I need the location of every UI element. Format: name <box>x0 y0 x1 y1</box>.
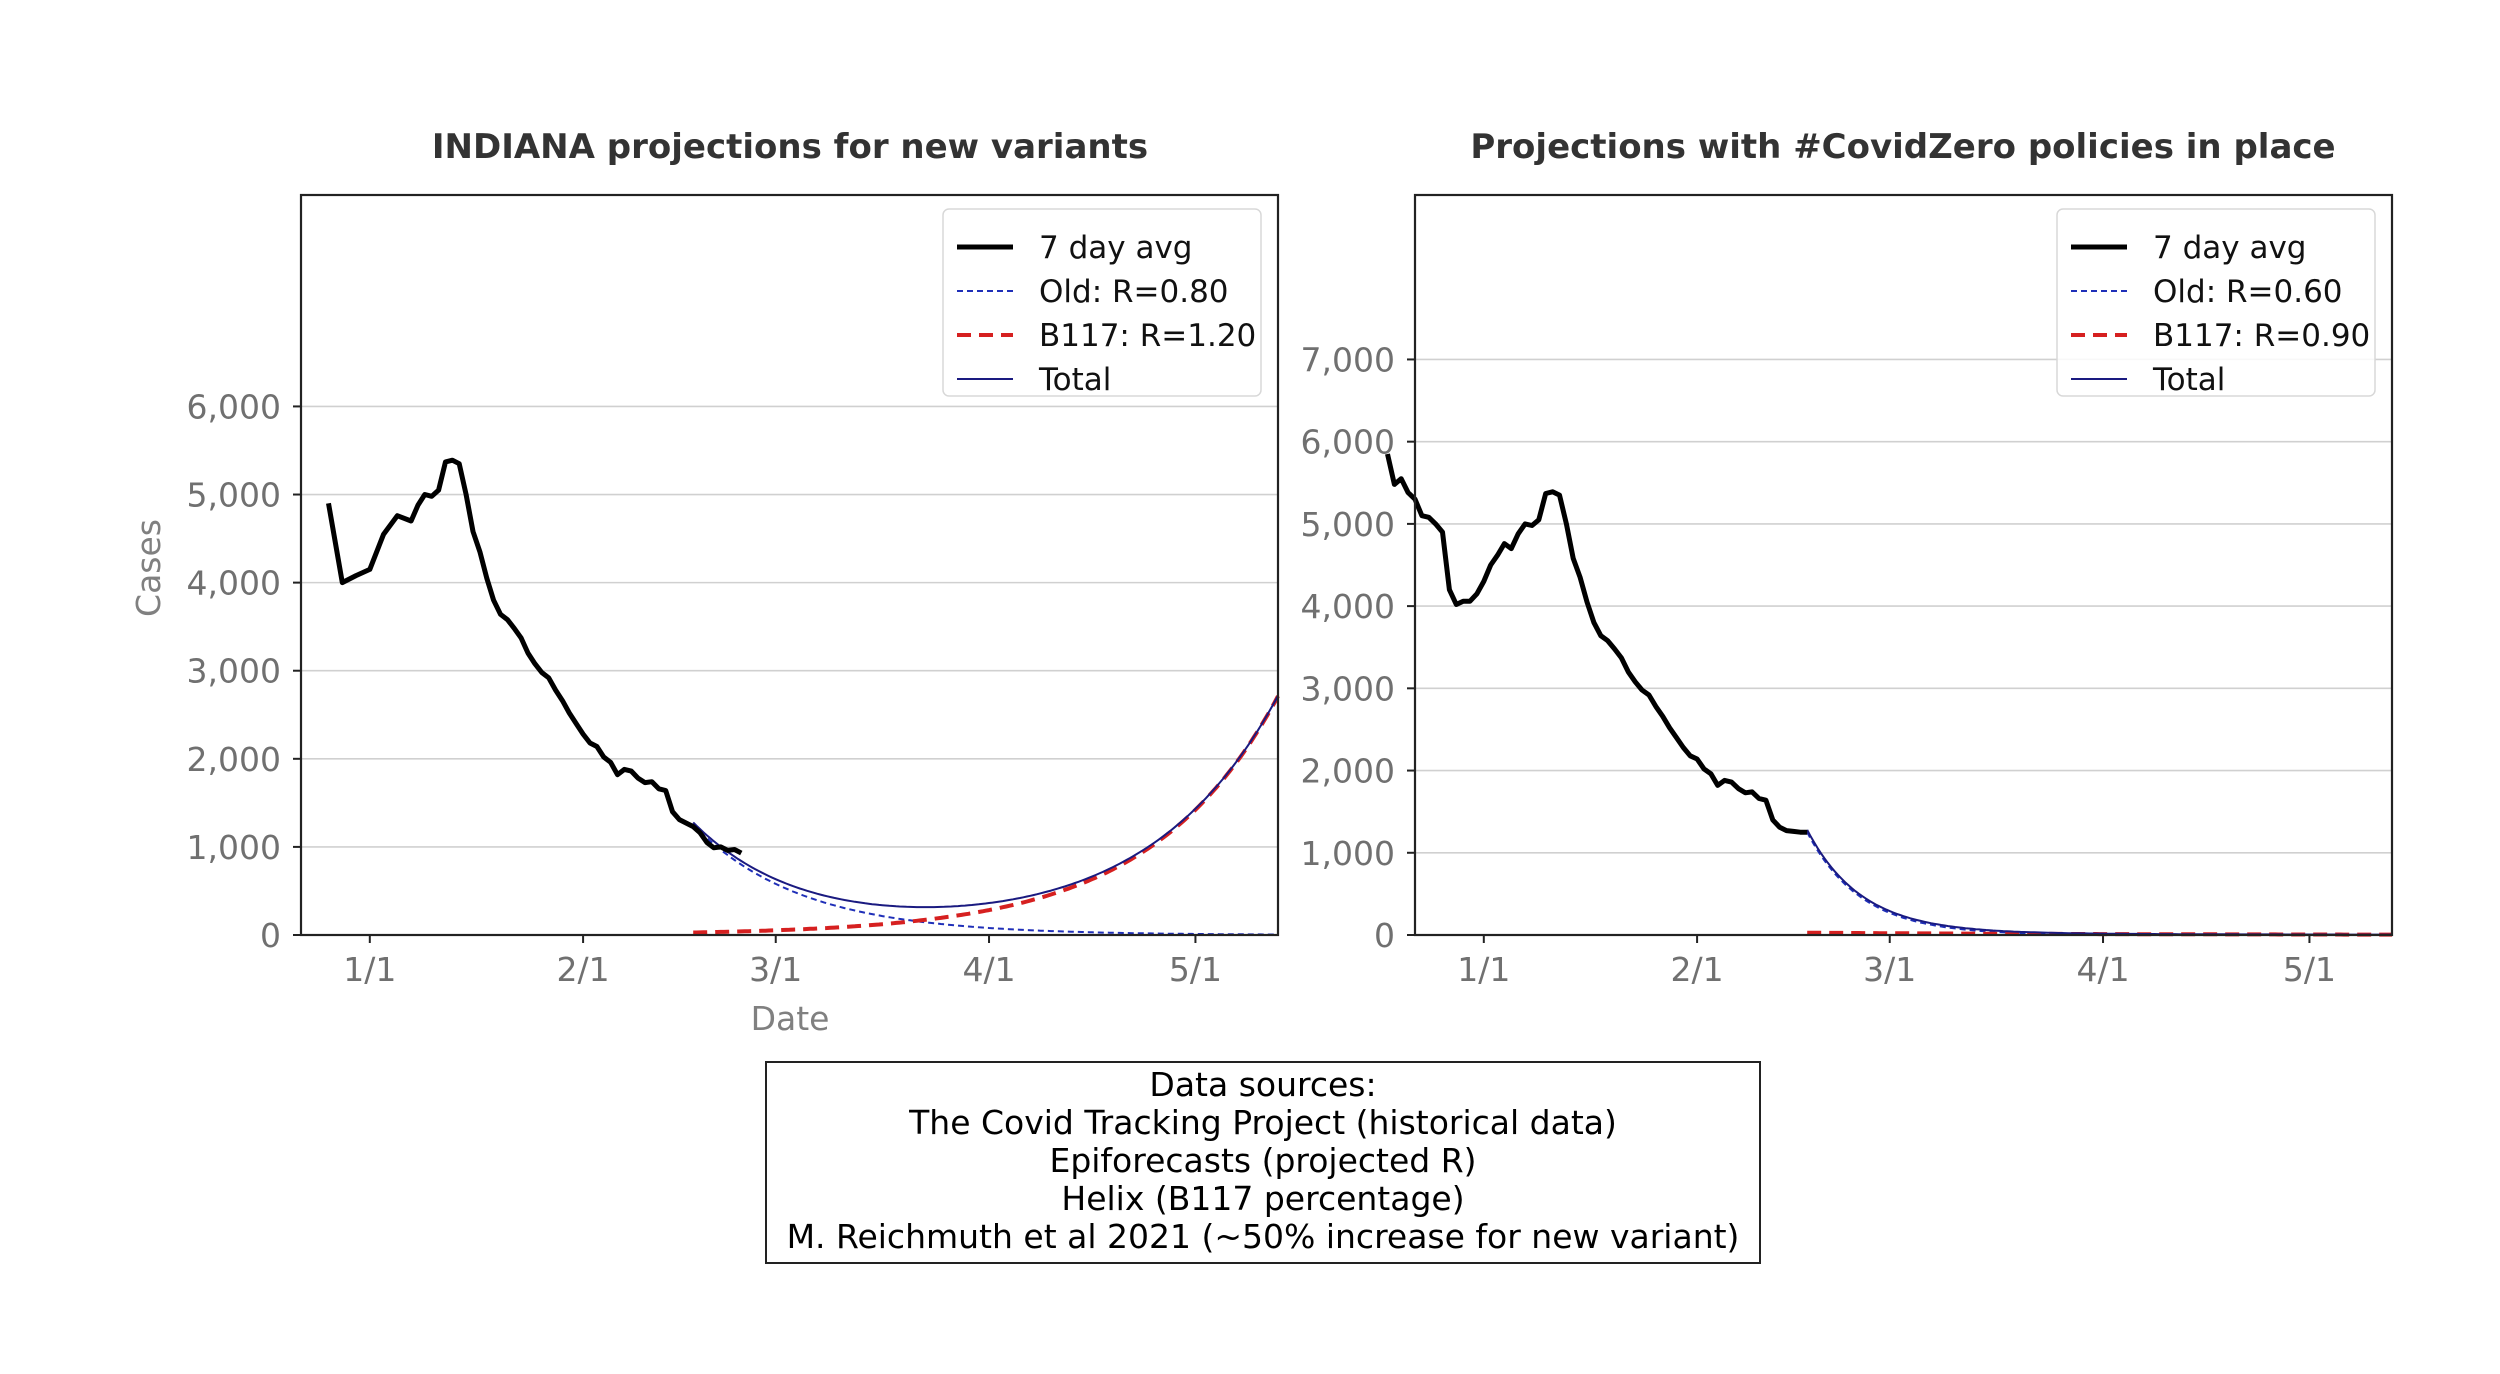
right-chart-legend-box <box>2056 208 2376 397</box>
right-chart-series-old-r-0-60 <box>1806 831 2392 936</box>
right-chart-series-7-day-avg <box>1385 453 1808 835</box>
right-chart-legend-label: B117: R=0.90 <box>2153 318 2370 354</box>
right-chart-legend-label: 7 day avg <box>2153 230 2306 266</box>
left-chart-y-tick-label: 2,000 <box>187 740 281 779</box>
left-chart-gridlines <box>301 405 1278 936</box>
data-sources-frame <box>765 1061 1761 1264</box>
left-chart-x-tick-label: 2/1 <box>557 950 610 989</box>
right-chart-y-tick-label: 5,000 <box>1301 505 1395 544</box>
data-sources-heading: Data sources: <box>1149 1065 1376 1104</box>
right-chart-x-tick-label: 2/1 <box>1671 950 1724 989</box>
left-chart-legend-label: Total <box>1038 362 1111 398</box>
left-chart-legend-label: 7 day avg <box>1039 230 1192 266</box>
right-chart-x-tick-label: 4/1 <box>2076 950 2129 989</box>
left-chart-frame <box>299 193 1280 937</box>
left-chart-legend: 7 day avg Old: R=0.80 B117: R=1.20 Total <box>942 208 1262 398</box>
right-chart-y-tick-label: 2,000 <box>1301 752 1395 791</box>
data-source-line: The Covid Tracking Project (historical d… <box>908 1103 1617 1142</box>
left-chart-series <box>326 457 1280 936</box>
right-chart-frame <box>1413 193 2394 937</box>
right-chart-y-tick-label: 1,000 <box>1301 834 1395 873</box>
right-chart-x-tick-label: 1/1 <box>1457 950 1510 989</box>
left-chart-series-total <box>692 695 1279 909</box>
data-source-line: Epiforecasts (projected R) <box>1049 1141 1476 1180</box>
data-source-line: M. Reichmuth et al 2021 (~50% increase f… <box>787 1217 1740 1256</box>
left-chart-x-axis-label: Date <box>751 999 830 1038</box>
left-chart-y-tick-label: 5,000 <box>187 476 281 515</box>
right-chart-y-axis: 0 1,000 2,000 3,000 4,000 5,000 6,000 7,000 <box>1301 340 1415 955</box>
right-chart-gridlines <box>1415 358 2392 936</box>
right-chart: Projections with #CovidZero policies in … <box>1301 127 2394 989</box>
left-chart-title: INDIANA projections for new variants <box>432 127 1148 167</box>
left-chart-y-axis-label: Cases <box>129 519 168 617</box>
right-chart-y-tick-label: 6,000 <box>1301 423 1395 462</box>
left-chart-legend-box <box>942 208 1262 397</box>
right-chart-legend: 7 day avg Old: R=0.60 B117: R=0.90 Total <box>2056 208 2376 398</box>
right-chart-series <box>1385 453 2392 937</box>
right-chart-x-tick-label: 3/1 <box>1863 950 1916 989</box>
left-chart: INDIANA projections for new variants 0 1,… <box>129 127 1280 1038</box>
left-chart-series-7-day-avg <box>326 457 743 856</box>
left-chart-x-axis: 1/1 2/1 3/1 4/1 5/1 <box>343 935 1222 989</box>
left-chart-legend-label: Old: R=0.80 <box>1039 274 1229 310</box>
left-chart-y-tick-label: 1,000 <box>187 828 281 867</box>
left-chart-series-old-r-0-80 <box>692 824 1278 936</box>
right-chart-x-tick-label: 5/1 <box>2283 950 2336 989</box>
data-source-line: Helix (B117 percentage) <box>1061 1179 1464 1218</box>
right-chart-y-tick-label: 7,000 <box>1301 340 1395 379</box>
right-chart-x-axis: 1/1 2/1 3/1 4/1 5/1 <box>1457 935 2336 989</box>
left-chart-x-tick-label: 5/1 <box>1169 950 1222 989</box>
right-chart-y-tick-label: 4,000 <box>1301 587 1395 626</box>
right-chart-y-tick-label: 3,000 <box>1301 669 1395 708</box>
left-chart-x-tick-label: 3/1 <box>749 950 802 989</box>
right-chart-series-total <box>1806 829 2392 936</box>
left-chart-y-tick-label: 3,000 <box>187 652 281 691</box>
left-chart-x-tick-label: 1/1 <box>343 950 396 989</box>
left-chart-x-tick-label: 4/1 <box>962 950 1015 989</box>
right-chart-legend-label: Total <box>2152 362 2225 398</box>
right-chart-y-tick-label: 0 <box>1374 916 1395 955</box>
left-chart-legend-label: B117: R=1.20 <box>1039 318 1256 354</box>
data-sources-box: Data sources: The Covid Tracking Project… <box>765 1061 1761 1264</box>
right-chart-legend-label: Old: R=0.60 <box>2153 274 2343 310</box>
left-chart-y-tick-label: 0 <box>260 916 281 955</box>
left-chart-y-axis: 0 1,000 2,000 3,000 4,000 5,000 6,000 <box>187 387 301 955</box>
left-chart-y-tick-label: 6,000 <box>187 387 281 426</box>
left-chart-y-tick-label: 4,000 <box>187 564 281 603</box>
right-chart-title: Projections with #CovidZero policies in … <box>1470 127 2335 167</box>
